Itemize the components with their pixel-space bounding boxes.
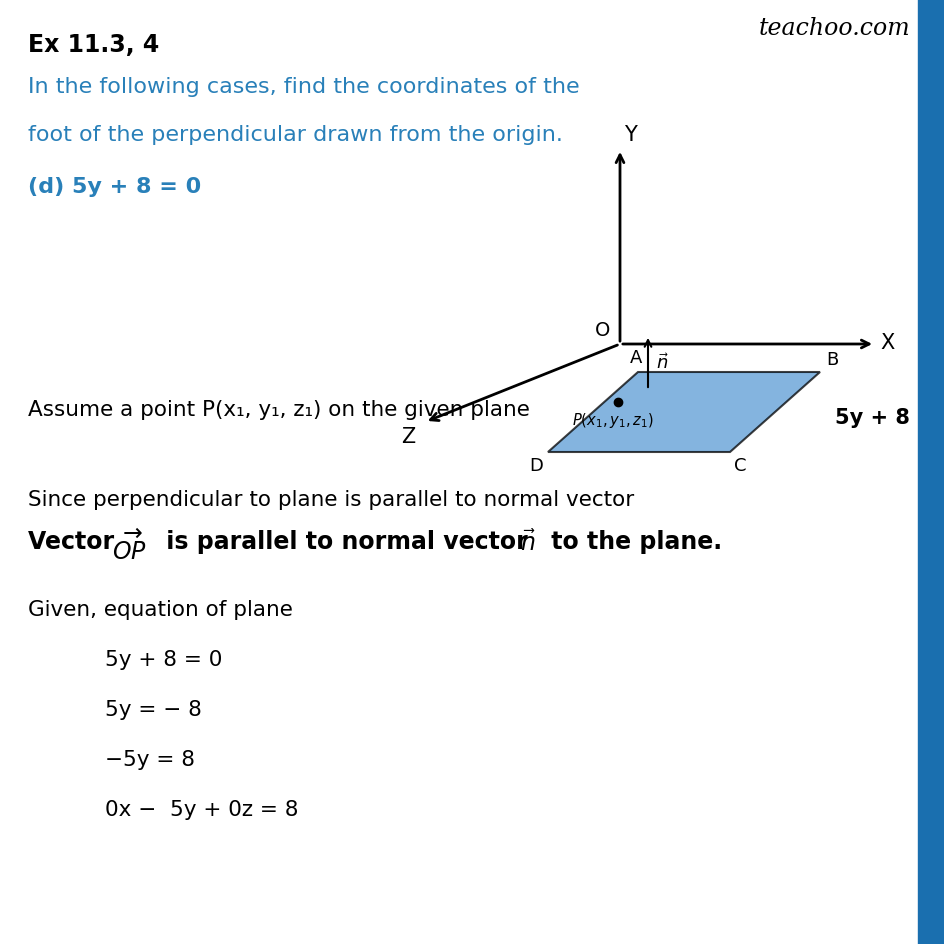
Polygon shape xyxy=(548,373,819,452)
Text: 5y + 8 = 0: 5y + 8 = 0 xyxy=(105,649,222,669)
Text: −5y = 8: −5y = 8 xyxy=(105,750,194,769)
Text: Y: Y xyxy=(623,125,636,144)
Text: X: X xyxy=(879,332,893,353)
Text: Ex 11.3, 4: Ex 11.3, 4 xyxy=(28,33,160,57)
Text: Vector: Vector xyxy=(28,530,122,553)
Text: teachoo.com: teachoo.com xyxy=(758,17,909,40)
Text: is parallel to normal vector: is parallel to normal vector xyxy=(158,530,535,553)
Text: $P(x_1, y_1, z_1)$: $P(x_1, y_1, z_1)$ xyxy=(571,411,653,430)
Text: Z: Z xyxy=(400,427,414,447)
Text: 5y + 8: 5y + 8 xyxy=(834,408,909,428)
Text: O: O xyxy=(594,321,610,340)
Text: In the following cases, find the coordinates of the: In the following cases, find the coordin… xyxy=(28,76,579,97)
Text: Assume a point P(x₁, y₁, z₁) on the given plane: Assume a point P(x₁, y₁, z₁) on the give… xyxy=(28,399,530,419)
Text: $\overrightarrow{OP}$: $\overrightarrow{OP}$ xyxy=(112,530,146,565)
Text: Since perpendicular to plane is parallel to normal vector: Since perpendicular to plane is parallel… xyxy=(28,490,633,510)
Text: $\vec{n}$: $\vec{n}$ xyxy=(519,530,535,555)
Text: Given, equation of plane: Given, equation of plane xyxy=(28,599,293,619)
Text: B: B xyxy=(825,350,837,368)
Text: foot of the perpendicular drawn from the origin.: foot of the perpendicular drawn from the… xyxy=(28,125,563,144)
Bar xyxy=(917,0,944,944)
Text: A: A xyxy=(629,348,642,366)
Text: C: C xyxy=(733,457,746,475)
Text: to the plane.: to the plane. xyxy=(543,530,721,553)
Text: $\vec{n}$: $\vec{n}$ xyxy=(655,353,668,373)
Text: D: D xyxy=(529,457,543,475)
Text: 5y = − 8: 5y = − 8 xyxy=(105,700,202,719)
Text: 0x −  5y + 0z = 8: 0x − 5y + 0z = 8 xyxy=(105,800,298,819)
Text: (d) 5y + 8 = 0: (d) 5y + 8 = 0 xyxy=(28,177,201,196)
